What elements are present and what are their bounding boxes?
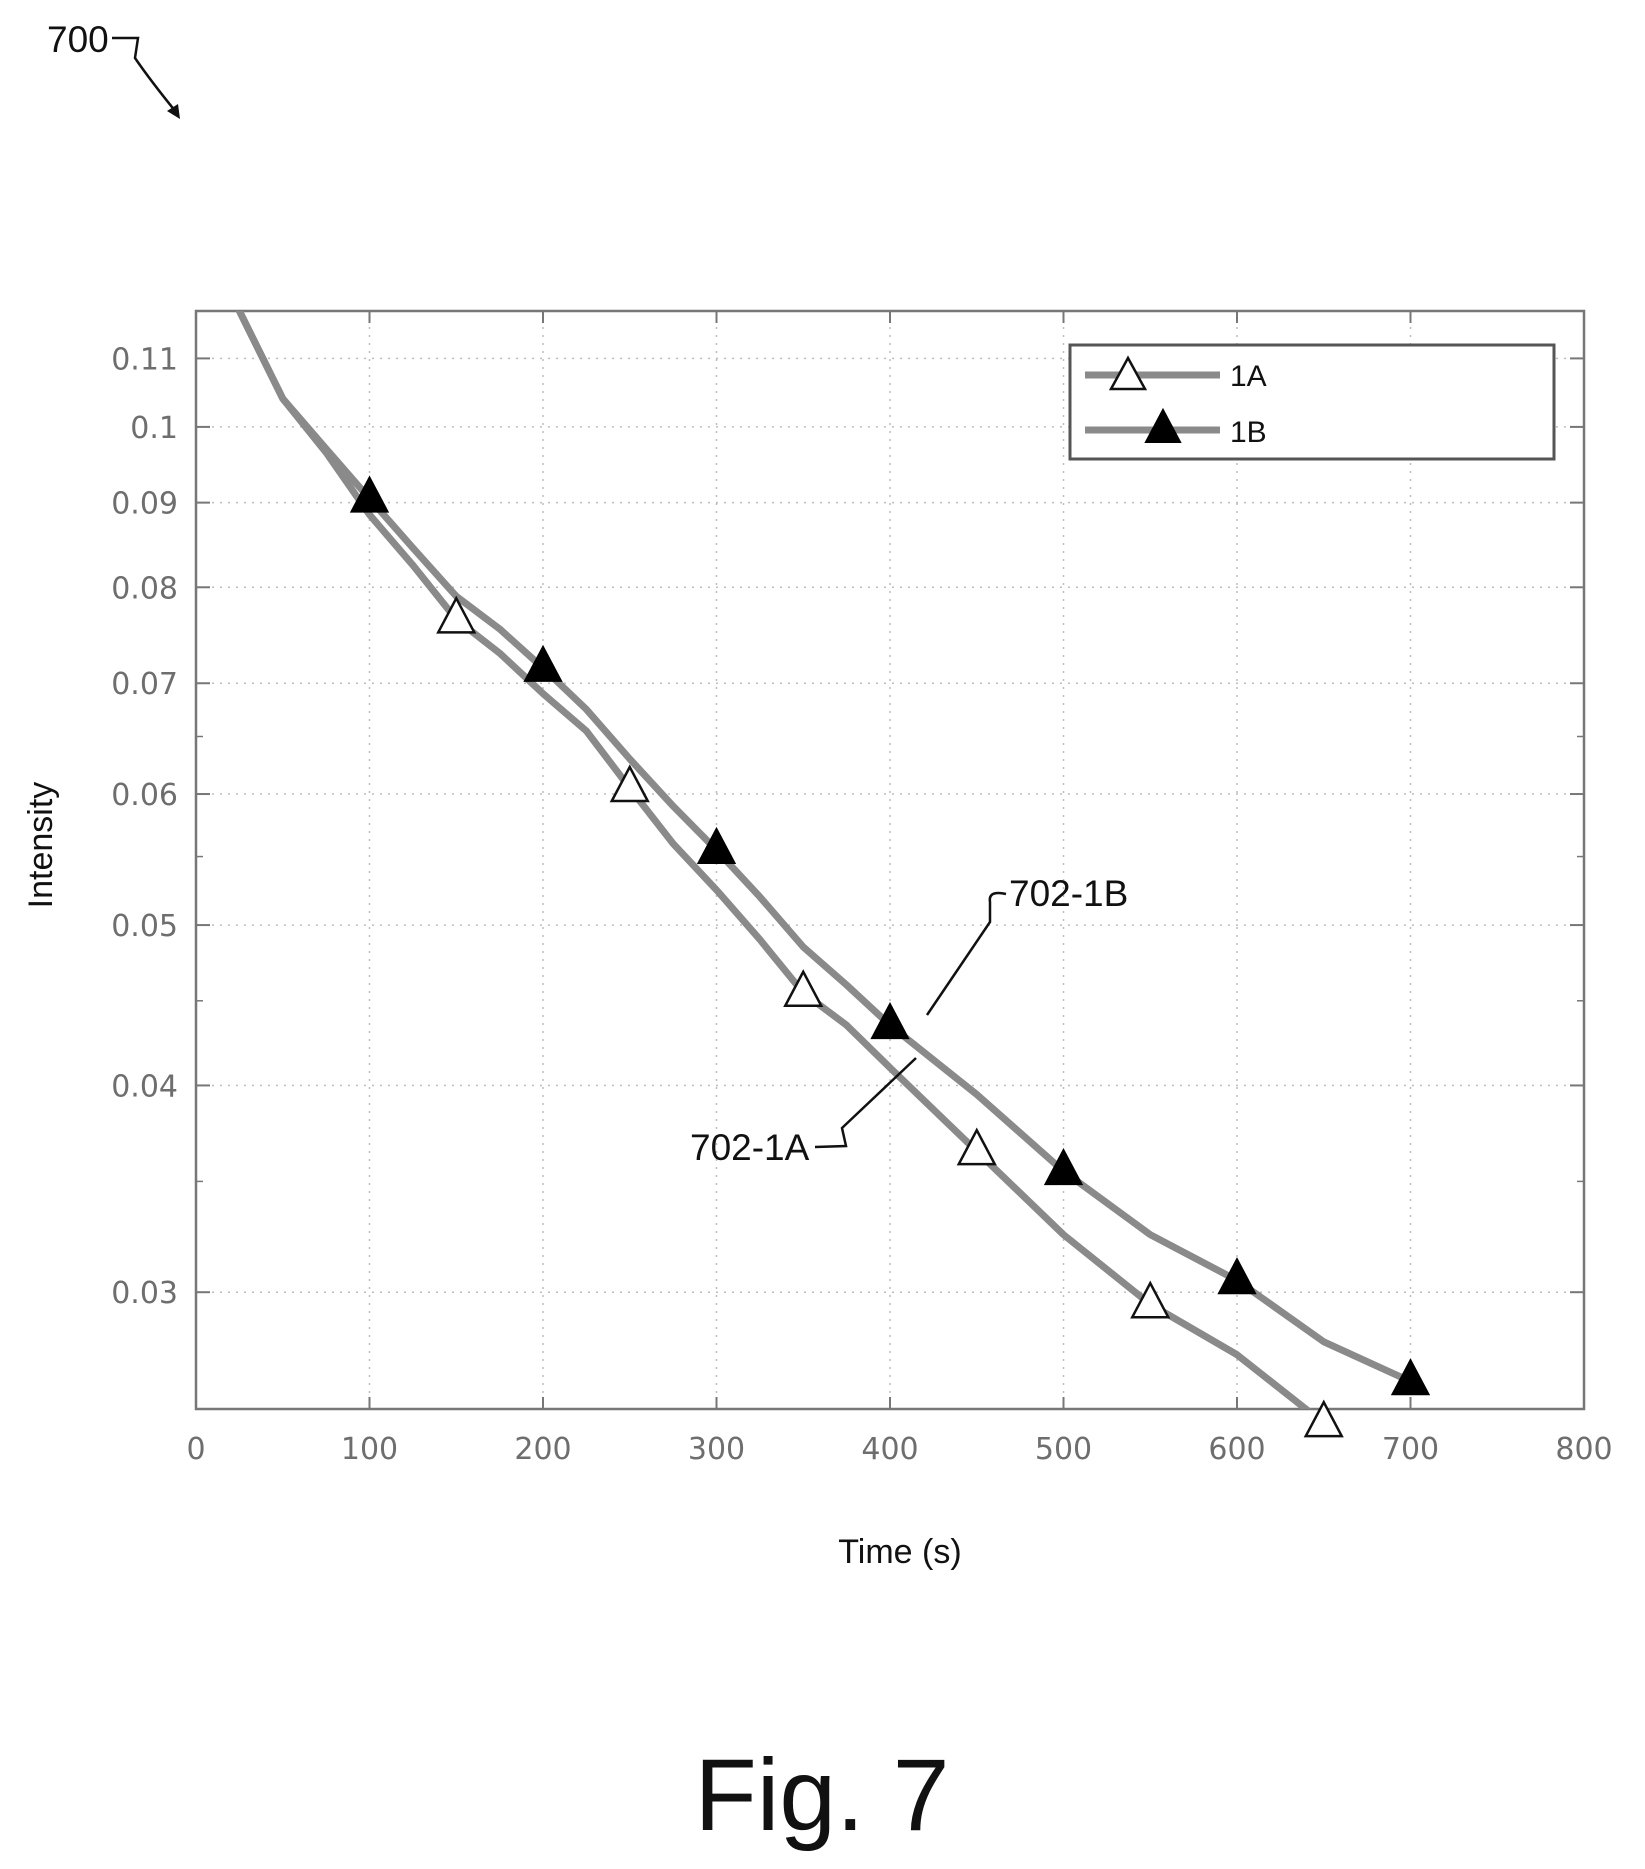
marker-1A: [1130, 1280, 1171, 1319]
x-tick-label: 0: [186, 1432, 205, 1467]
marker-1B: [349, 475, 390, 513]
series-line-1B: [235, 311, 1414, 1385]
x-tick-label: 500: [1035, 1432, 1092, 1467]
figure-ref-arrow: [112, 36, 177, 113]
y-tick-label: 0.03: [111, 1276, 178, 1311]
marker-1B: [696, 826, 737, 864]
legend-label-1B: 1B: [1230, 416, 1267, 449]
marker-1A: [609, 764, 650, 803]
marker-1A: [956, 1127, 997, 1166]
series-ref-label-1B: 702-1B: [1009, 873, 1128, 914]
grid: [196, 311, 1584, 1409]
ticks: [195, 311, 1585, 1409]
leader-line-1B: [925, 891, 1007, 1016]
x-axis-title: Time (s): [838, 1533, 961, 1571]
series-ref-label-1A: 702-1A: [690, 1127, 810, 1168]
x-tick-label: 800: [1555, 1432, 1612, 1467]
plot-area: 0 100 200 300 400 500 600 700 800 0.11 0.1 0.09 0.0…: [111, 309, 1613, 1467]
y-tick-labels: 0.11 0.1 0.09 0.08 0.07 0.06 0.05 0.04 0.03: [111, 342, 178, 1311]
figure-caption: Fig. 7: [694, 1738, 949, 1852]
figure-ref-arrowhead: [167, 104, 180, 119]
leader-line-1A: [814, 1057, 917, 1149]
x-tick-label: 200: [514, 1432, 571, 1467]
marker-1A: [1303, 1399, 1344, 1438]
x-tick-label: 400: [861, 1432, 918, 1467]
marker-1B: [1043, 1147, 1084, 1186]
y-tick-label: 0.06: [111, 778, 178, 813]
marker-1A: [436, 595, 477, 634]
y-tick-label: 0.09: [111, 487, 178, 522]
legend-marker-1A: [1108, 355, 1148, 391]
marker-1B: [870, 1001, 910, 1040]
y-tick-label: 0.04: [111, 1069, 178, 1104]
x-tick-label: 700: [1382, 1432, 1439, 1467]
y-tick-label: 0.07: [111, 667, 178, 702]
series-layer: [235, 311, 1414, 1409]
axes-frame: [194, 309, 1586, 1411]
y-tick-label: 0.05: [111, 909, 178, 944]
x-tick-label: 600: [1208, 1432, 1265, 1467]
x-tick-label: 100: [341, 1432, 398, 1467]
legend-marker-1B: [1144, 407, 1182, 443]
y-axis-title: Intensity: [22, 782, 60, 909]
legend-label-1A: 1A: [1230, 360, 1267, 393]
x-tick-labels: 0 100 200 300 400 500 600 700 800: [186, 1432, 1612, 1467]
figure-ref-label: 700: [47, 19, 109, 60]
marker-1B: [1217, 1257, 1257, 1295]
legend-box: [1068, 343, 1556, 461]
y-tick-label: 0.1: [130, 411, 178, 446]
marker-layer: [349, 475, 1431, 1438]
legend: 1A 1B: [1068, 343, 1556, 461]
y-tick-label: 0.08: [111, 571, 178, 606]
x-tick-label: 300: [688, 1432, 745, 1467]
y-tick-label: 0.11: [111, 342, 178, 377]
marker-1B: [523, 644, 563, 682]
marker-1B: [1390, 1358, 1431, 1396]
series-line-1A: [235, 311, 1312, 1409]
marker-1A: [783, 969, 824, 1008]
